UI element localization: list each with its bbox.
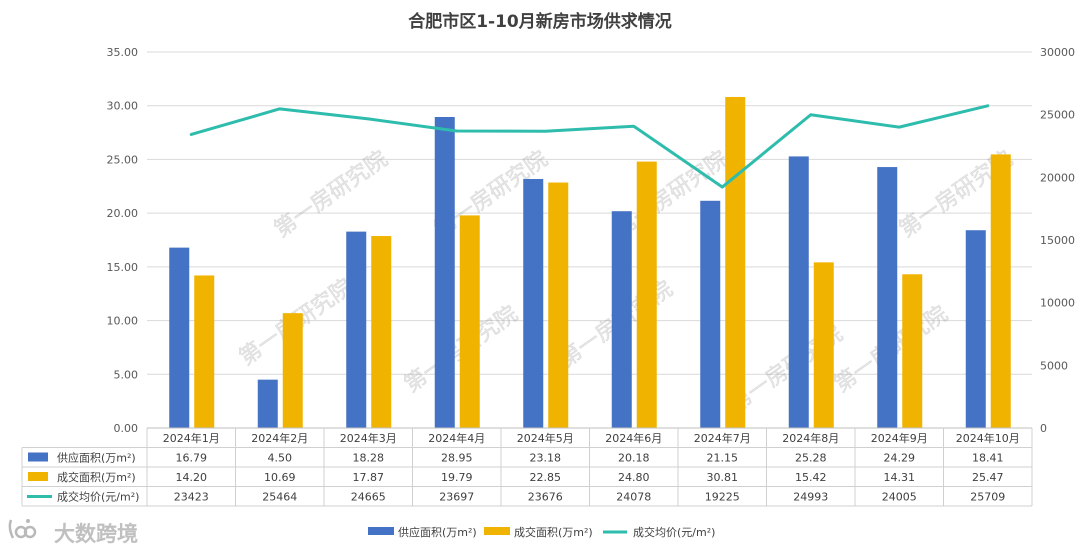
- deal-bar: [813, 262, 834, 428]
- table-cell: 25.47: [972, 471, 1004, 484]
- table-cell: 18.28: [353, 452, 385, 465]
- axes: 0.00 5.00 10.00 15.00 20.00 25.00 30.00 35.00 0 5…: [107, 46, 1076, 435]
- supply-bar: [965, 230, 986, 428]
- table-cell: 21.15: [707, 452, 739, 465]
- y-left-tick-label: 25.00: [107, 153, 139, 166]
- y-left-tick-label: 35.00: [107, 46, 139, 59]
- y-right-tick-label: 0: [1040, 422, 1047, 435]
- table-cell: 4.50: [268, 452, 293, 465]
- deal-bar: [990, 154, 1011, 428]
- y-left-tick-label: 5.00: [114, 368, 139, 381]
- x-tick-label: 2024年4月: [428, 431, 485, 445]
- table-cell: 23.18: [530, 452, 562, 465]
- table-cell: 24.29: [884, 452, 916, 465]
- legend-label: 供应面积(万m²): [398, 525, 477, 539]
- deal-bar: [282, 313, 303, 428]
- y-right-tick-label: 30000: [1040, 46, 1075, 59]
- y-right-tick-label: 20000: [1040, 171, 1075, 184]
- table-cell: 24.80: [618, 471, 650, 484]
- x-tick-label: 2024年2月: [251, 431, 308, 445]
- price-line: [189, 104, 990, 189]
- deal-bar: [636, 161, 657, 428]
- deal-bar: [194, 275, 215, 428]
- table-cell: 15.42: [795, 471, 827, 484]
- table-cell: 25709: [970, 491, 1005, 504]
- data-table: 2024年1月 2024年2月 2024年3月 2024年4月 2024年5月 2024年…: [21, 427, 1033, 507]
- y-right-tick-label: 15000: [1040, 234, 1075, 247]
- y-right-tick-label: 5000: [1040, 359, 1068, 372]
- table-series-name: 供应面积(万m²): [57, 451, 136, 465]
- table-cell: 23697: [439, 491, 474, 504]
- supply-bar: [877, 167, 898, 428]
- bars: [169, 97, 1011, 428]
- x-tick-label: 2024年8月: [782, 431, 839, 445]
- y-left-tick-label: 0.00: [114, 422, 139, 435]
- y-left-tick-label: 30.00: [107, 100, 139, 113]
- x-tick-label: 2024年10月: [956, 431, 1020, 445]
- supply-bar: [788, 156, 809, 428]
- legend-label: 成交面积(万m²): [514, 525, 593, 539]
- y-right-tick-label: 25000: [1040, 109, 1075, 122]
- supply-bar: [611, 211, 632, 428]
- table-cell: 17.87: [353, 471, 385, 484]
- table-cell: 14.31: [884, 471, 916, 484]
- table-cell: 25.28: [795, 452, 827, 465]
- supply-bar: [169, 247, 190, 428]
- table-cell: 20.18: [618, 452, 650, 465]
- table-cell: 24078: [616, 491, 651, 504]
- table-cell: 10.69: [264, 471, 296, 484]
- logo: 大数跨境: [8, 519, 138, 546]
- chart-title: 合肥市区1-10月新房市场供求情况: [408, 11, 672, 32]
- x-tick-label: 2024年9月: [871, 431, 928, 445]
- x-tick-label: 2024年6月: [605, 431, 662, 445]
- supply-bar: [346, 231, 367, 428]
- table-cell: 24665: [351, 491, 386, 504]
- table-cell: 18.41: [972, 452, 1004, 465]
- table-cell: 19.79: [441, 471, 473, 484]
- y-left-tick-label: 20.00: [107, 207, 139, 220]
- table-cell: 23676: [528, 491, 563, 504]
- x-tick-label: 2024年1月: [163, 431, 220, 445]
- table-cell: 28.95: [441, 452, 473, 465]
- x-tick-label: 2024年5月: [517, 431, 574, 445]
- legend-key: [368, 527, 394, 535]
- supply-bar: [523, 178, 544, 428]
- deal-bar: [548, 182, 569, 428]
- legend: 供应面积(万m²) 成交面积(万m²) 成交均价(元/m²): [368, 525, 715, 539]
- y-left-tick-label: 10.00: [107, 315, 139, 328]
- line-series: [189, 104, 990, 189]
- x-tick-label: 2024年3月: [340, 431, 397, 445]
- table-cell: 30.81: [707, 471, 739, 484]
- deal-bar: [371, 236, 392, 428]
- deal-bar: [902, 274, 923, 428]
- y-right-tick-label: 10000: [1040, 297, 1075, 310]
- table-cell: 16.79: [176, 452, 208, 465]
- logo-icon: [8, 519, 37, 539]
- table-cell: 24993: [793, 491, 828, 504]
- x-tick-label: 2024年7月: [694, 431, 751, 445]
- legend-label: 成交均价(元/m²): [633, 525, 715, 539]
- table-legend-key: [28, 472, 48, 481]
- supply-bar: [700, 200, 721, 428]
- table-series-name: 成交均价(元/m²): [57, 490, 139, 504]
- watermark-text: 第一房研究院: [270, 147, 392, 243]
- table-cell: 24005: [882, 491, 917, 504]
- table-legend-key: [28, 452, 48, 462]
- logo-text: 大数跨境: [54, 522, 138, 546]
- deal-bar: [459, 215, 480, 428]
- table-cell: 14.20: [176, 471, 208, 484]
- table-cell: 23423: [174, 491, 209, 504]
- legend-key: [484, 527, 510, 535]
- supply-bar: [434, 116, 455, 428]
- table-cell: 19225: [705, 491, 740, 504]
- table-cell: 25464: [262, 491, 297, 504]
- deal-bar: [725, 97, 746, 428]
- table-cell: 22.85: [530, 471, 562, 484]
- table-series-name: 成交面积(万m²): [57, 470, 136, 484]
- y-left-tick-label: 15.00: [107, 261, 139, 274]
- supply-bar: [257, 379, 278, 428]
